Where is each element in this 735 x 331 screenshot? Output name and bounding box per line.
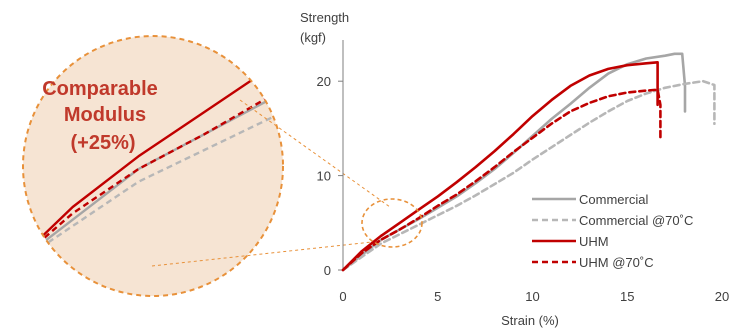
magnifier-circle (23, 36, 283, 296)
callout-line-1: Comparable (42, 78, 158, 100)
callout-line-2: Modulus (64, 104, 146, 126)
series-line-1 (341, 79, 716, 272)
zoom-region-ellipse (361, 198, 423, 248)
magnified-series-line-3 (23, 53, 283, 272)
magnified-series-line-1 (23, 85, 283, 272)
magnifier-ring (22, 35, 284, 297)
callout-line-3: (+25%) (70, 132, 135, 154)
legend-label-2: UHM (579, 234, 609, 249)
x-tick-label: 10 (525, 289, 539, 304)
y-axis-title-line-1: Strength (300, 10, 349, 25)
series-line-2 (341, 60, 659, 272)
x-tick-label: 20 (715, 289, 729, 304)
legend-label-1: Commercial @70˚C (579, 213, 693, 228)
y-tick-label: 0 (324, 263, 331, 278)
x-tick-label: 15 (620, 289, 634, 304)
x-tick-label: 5 (434, 289, 441, 304)
legend-label-0: Commercial (579, 192, 648, 207)
connector-line-bottom (151, 239, 391, 267)
y-tick-label: 20 (317, 74, 331, 89)
x-tick-label: 0 (339, 289, 346, 304)
x-axis-title: Strain (%) (501, 313, 559, 328)
legend-label-3: UHM @70˚C (579, 255, 654, 270)
connector-line-top (239, 99, 391, 208)
series-line-3 (341, 88, 662, 272)
legend: Commercial Commercial @70˚C UHM UHM @70˚C (532, 192, 693, 270)
main-plot: 0 10 20 0 5 10 15 20 (317, 40, 729, 304)
y-axis-title-line-2: (kgf) (300, 30, 326, 45)
y-tick-label: 10 (317, 169, 331, 184)
